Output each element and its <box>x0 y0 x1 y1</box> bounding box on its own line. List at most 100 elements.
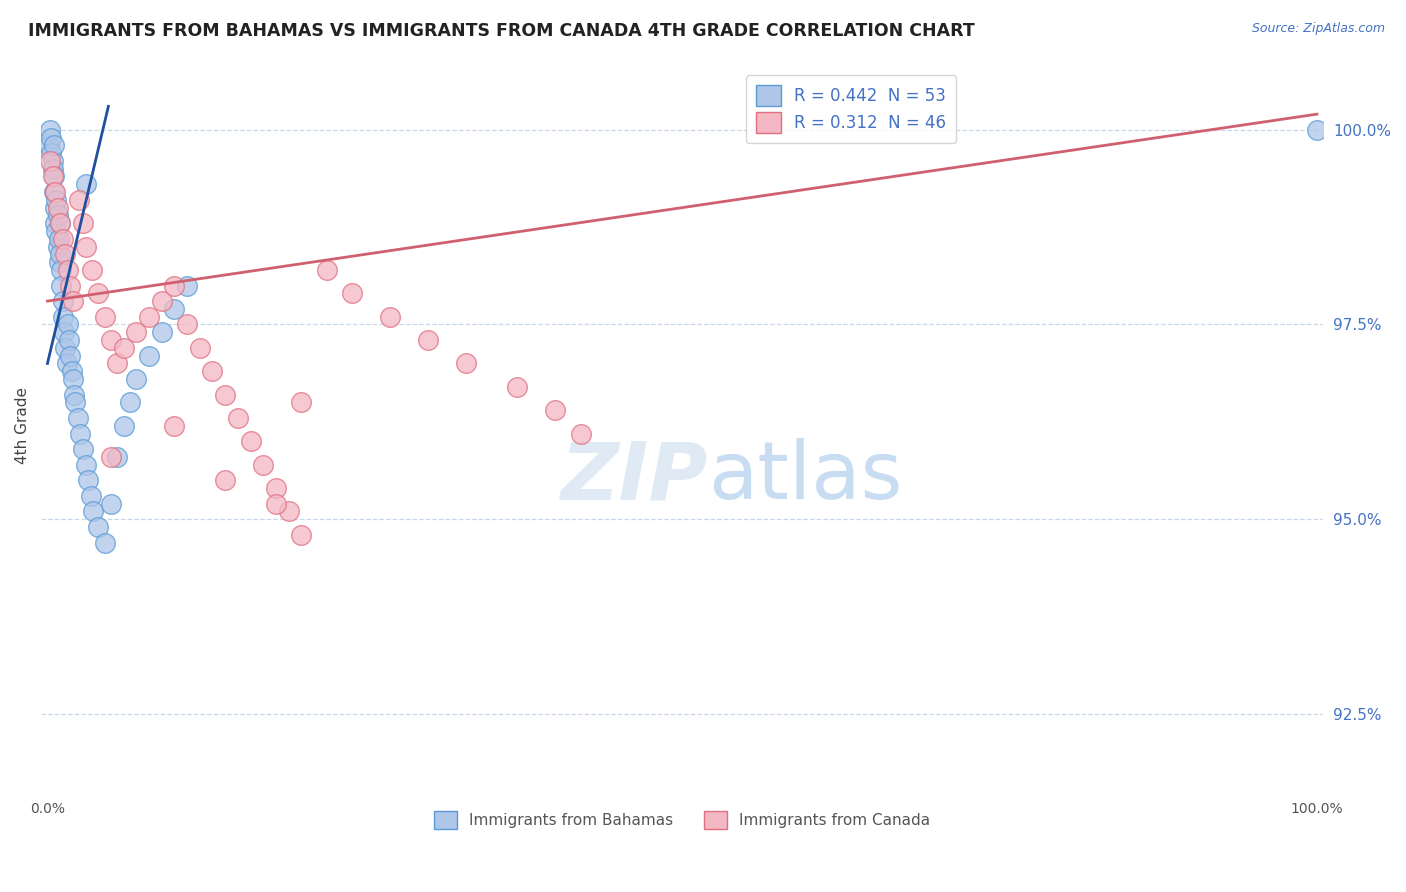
Point <box>62 372 84 386</box>
Point <box>214 473 236 487</box>
Point <box>51 278 73 293</box>
Point <box>46 201 69 215</box>
Point <box>49 216 72 230</box>
Point <box>239 434 262 449</box>
Point <box>44 201 66 215</box>
Point <box>67 193 90 207</box>
Point <box>125 326 148 340</box>
Point <box>53 247 76 261</box>
Point <box>176 318 198 332</box>
Point <box>45 224 67 238</box>
Point <box>93 310 115 324</box>
Point <box>87 286 110 301</box>
Point <box>380 310 402 324</box>
Point <box>39 122 62 136</box>
Point <box>340 286 363 301</box>
Point <box>62 294 84 309</box>
Point <box>105 450 128 464</box>
Point <box>60 364 83 378</box>
Point <box>163 301 186 316</box>
Point <box>418 333 440 347</box>
Point <box>46 209 69 223</box>
Point <box>53 341 76 355</box>
Point <box>277 504 299 518</box>
Point <box>544 403 567 417</box>
Y-axis label: 4th Grade: 4th Grade <box>15 387 30 464</box>
Point <box>100 333 122 347</box>
Text: atlas: atlas <box>707 438 903 516</box>
Point <box>39 153 62 168</box>
Point <box>72 216 94 230</box>
Point <box>49 216 72 230</box>
Point <box>51 263 73 277</box>
Point <box>44 185 66 199</box>
Point <box>80 263 103 277</box>
Legend: Immigrants from Bahamas, Immigrants from Canada: Immigrants from Bahamas, Immigrants from… <box>427 805 936 836</box>
Point <box>456 356 478 370</box>
Point <box>45 193 67 207</box>
Point <box>201 364 224 378</box>
Point <box>42 185 65 199</box>
Point <box>82 504 104 518</box>
Point <box>163 418 186 433</box>
Point <box>290 528 312 542</box>
Point <box>150 326 173 340</box>
Point <box>125 372 148 386</box>
Point <box>52 294 75 309</box>
Point <box>188 341 211 355</box>
Point <box>264 497 287 511</box>
Point <box>138 310 160 324</box>
Point <box>41 169 63 184</box>
Point <box>112 341 135 355</box>
Point <box>49 247 72 261</box>
Point <box>58 333 80 347</box>
Point <box>48 255 70 269</box>
Point <box>226 411 249 425</box>
Point <box>59 349 82 363</box>
Point <box>77 473 100 487</box>
Point <box>59 278 82 293</box>
Point <box>105 356 128 370</box>
Point <box>112 418 135 433</box>
Point <box>42 138 65 153</box>
Point <box>290 395 312 409</box>
Point <box>69 426 91 441</box>
Point <box>252 458 274 472</box>
Point <box>52 232 75 246</box>
Point <box>56 318 79 332</box>
Point <box>163 278 186 293</box>
Point <box>87 520 110 534</box>
Point <box>138 349 160 363</box>
Point <box>176 278 198 293</box>
Point <box>55 356 77 370</box>
Point <box>46 239 69 253</box>
Point <box>75 239 97 253</box>
Point <box>315 263 337 277</box>
Point <box>42 169 65 184</box>
Point <box>63 387 86 401</box>
Point <box>100 450 122 464</box>
Point <box>75 178 97 192</box>
Text: Source: ZipAtlas.com: Source: ZipAtlas.com <box>1251 22 1385 36</box>
Point <box>39 130 62 145</box>
Point <box>100 497 122 511</box>
Point <box>56 263 79 277</box>
Point <box>79 489 101 503</box>
Point <box>93 535 115 549</box>
Point <box>264 481 287 495</box>
Point <box>66 411 89 425</box>
Point <box>150 294 173 309</box>
Point <box>39 146 62 161</box>
Point <box>1306 122 1329 136</box>
Point <box>44 216 66 230</box>
Point <box>118 395 141 409</box>
Text: ZIP: ZIP <box>561 438 707 516</box>
Point <box>48 232 70 246</box>
Point <box>41 161 63 176</box>
Point <box>72 442 94 457</box>
Point <box>506 380 529 394</box>
Point <box>52 310 75 324</box>
Point <box>569 426 592 441</box>
Point <box>41 153 63 168</box>
Point <box>75 458 97 472</box>
